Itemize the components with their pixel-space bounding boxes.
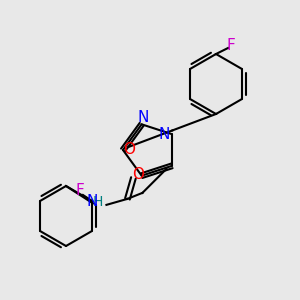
Text: O: O <box>132 167 144 182</box>
Text: F: F <box>76 183 84 198</box>
Text: H: H <box>93 195 104 209</box>
Text: N: N <box>137 110 149 125</box>
Text: N: N <box>159 127 170 142</box>
Text: F: F <box>226 38 236 52</box>
Text: N: N <box>86 194 98 209</box>
Text: O: O <box>123 142 135 158</box>
